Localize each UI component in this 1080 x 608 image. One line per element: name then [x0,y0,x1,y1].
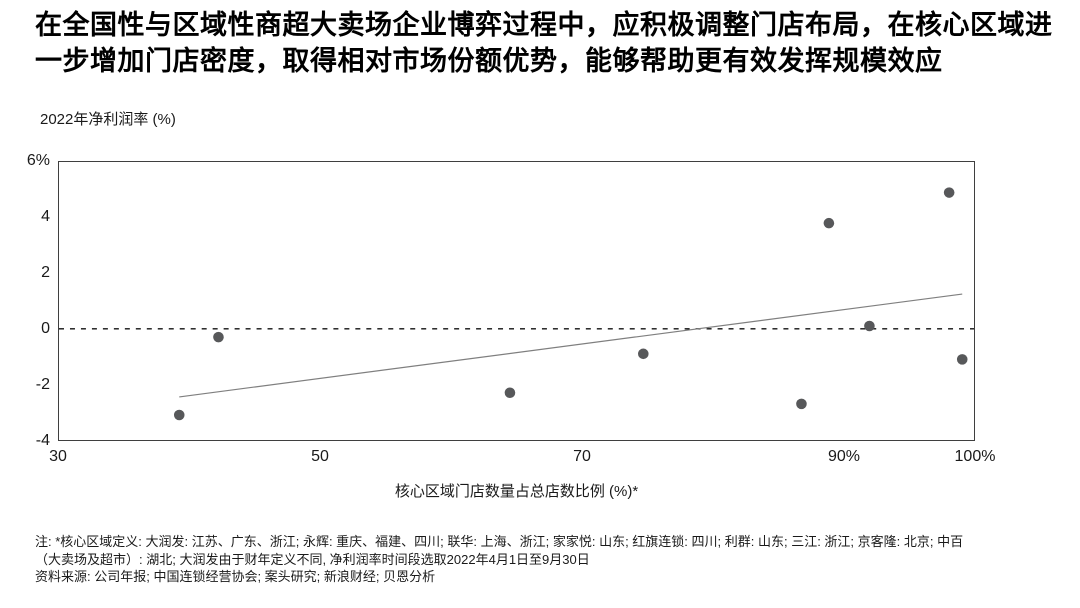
data-point [823,217,835,229]
footnote-source: 资料来源: 公司年报; 中国连锁经营协会; 案头研究; 新浪财经; 贝恩分析 [35,569,436,584]
x-tick-label: 30 [49,448,67,465]
x-tick-label: 90% [827,448,861,465]
data-point [213,331,224,343]
y-tick-label: -4 [35,432,50,449]
data-point [943,187,955,198]
y-tick-label: 6% [26,152,50,169]
slide-title: 在全国性与区域性商超大卖场企业博弈过程中，应积极调整门店布局，在核心区域进一步增… [35,10,1053,76]
data-point [173,409,185,421]
y-tick-label: 2 [41,264,50,281]
x-tick-label: 50 [311,448,329,465]
x-tick-label: 70 [573,448,591,465]
trend-line [179,293,963,398]
scatter-plot-svg [59,187,974,421]
y-tick-label: 0 [41,320,50,337]
data-point [638,348,649,360]
data-point [864,320,875,332]
footnotes: 注: *核心区域定义: 大润发: 江苏、广东、浙江; 永辉: 重庆、福建、四川;… [35,533,1055,586]
x-axis-title: 核心区域门店数量占总店数比例 (%)* [394,483,639,500]
x-tick-label: 100% [954,448,996,465]
data-point [796,398,807,410]
footnote-line-1: 注: *核心区域定义: 大润发: 江苏、广东、浙江; 永辉: 重庆、福建、四川;… [35,534,964,549]
plot-area [58,161,975,441]
y-tick-label: -2 [35,376,50,393]
footnote-line-2: （大卖场及超市）: 湖北; 大润发由于财年定义不同, 净利润率时间段选取2022… [35,551,590,567]
data-point [956,354,968,365]
y-axis-unit-label: 2022年净利润率 (%) [40,111,176,128]
y-tick-label: 4 [41,208,50,225]
data-point [504,387,516,399]
